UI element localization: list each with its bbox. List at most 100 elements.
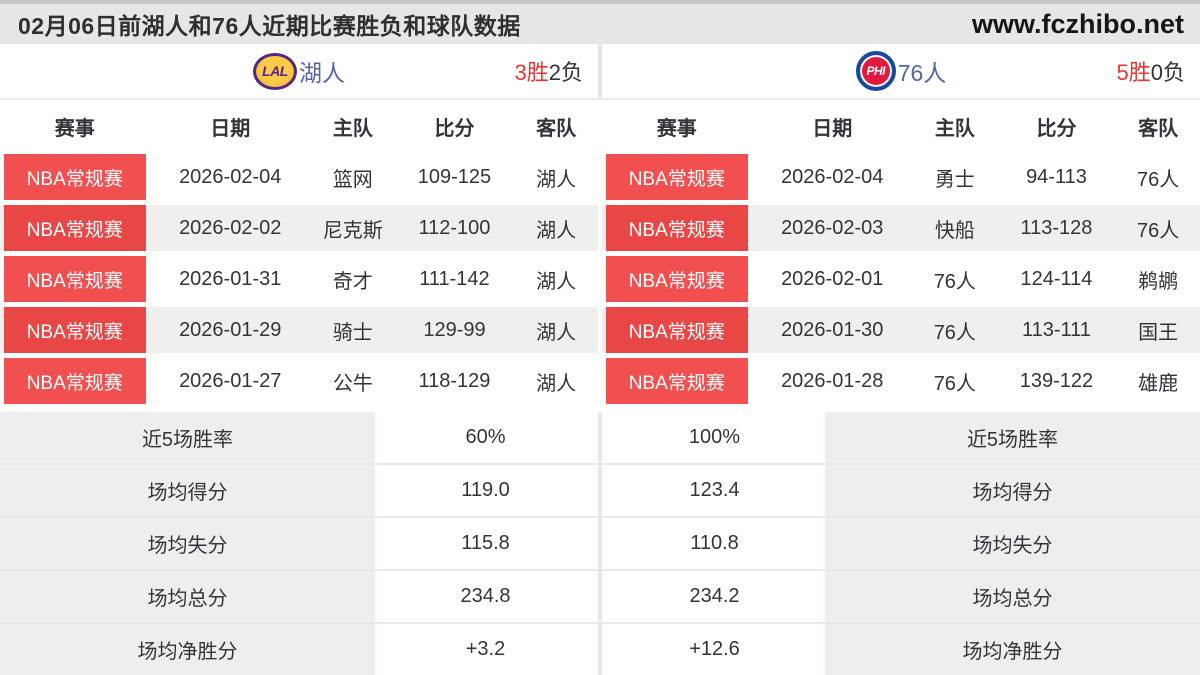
match-score: 129-99 — [423, 318, 486, 341]
match-date: 2026-01-27 — [179, 369, 282, 392]
sixers-match-table: NBA常规赛 2026-02-04 勇士 94-113 76人 NBA常规赛 2… — [602, 154, 1200, 409]
away-team: 76人 — [1137, 168, 1180, 191]
col-header-league: 赛事 — [656, 117, 697, 140]
stat-row-points-allowed: 场均失分 115.8 110.8 场均失分 — [0, 516, 1200, 569]
page-title: 02月06日前湖人和76人近期比赛胜负和球队数据 — [18, 13, 521, 39]
col-header-league: 赛事 — [54, 117, 95, 140]
column-headers-right: 赛事 日期 主队 比分 客队 — [602, 100, 1200, 152]
home-team: 快船 — [934, 219, 975, 242]
league-badge: NBA常规赛 — [4, 358, 146, 404]
losses-count: 0负 — [1150, 60, 1185, 85]
center-divider — [598, 100, 602, 152]
match-score: 113-111 — [1021, 318, 1091, 341]
match-tables: NBA常规赛 2026-02-04 篮网 109-125 湖人 NBA常规赛 2… — [0, 152, 1200, 409]
home-team: 篮网 — [332, 168, 373, 191]
home-team: 76人 — [933, 321, 976, 344]
stat-value-lakers: 234.8 — [375, 571, 596, 622]
stat-row-win-rate: 近5场胜率 60% 100% 近5场胜率 — [0, 412, 1200, 463]
stat-value-lakers: 60% — [375, 412, 596, 463]
match-score: 112-100 — [418, 216, 491, 239]
col-header-home: 主队 — [934, 117, 975, 140]
match-score: 139-122 — [1019, 369, 1094, 392]
center-divider — [598, 624, 602, 675]
away-team: 湖人 — [536, 168, 577, 191]
home-team: 尼克斯 — [322, 219, 383, 242]
col-header-score: 比分 — [434, 117, 475, 140]
team-identity: LAL 湖人 — [253, 52, 345, 90]
home-team: 76人 — [933, 270, 976, 293]
away-team: 湖人 — [536, 372, 577, 395]
column-headers-left: 赛事 日期 主队 比分 客队 — [0, 100, 598, 152]
away-team: 湖人 — [536, 270, 577, 293]
stat-value-lakers: +3.2 — [375, 624, 596, 675]
league-badge: NBA常规赛 — [606, 358, 748, 404]
table-row: NBA常规赛 2026-01-29 骑士 129-99 湖人 — [0, 307, 598, 353]
league-badge: NBA常规赛 — [606, 307, 748, 353]
sixers-logo-icon: PHI — [855, 51, 896, 91]
stat-label: 场均净胜分 — [0, 624, 375, 675]
stat-label: 场均失分 — [0, 518, 375, 569]
table-row: NBA常规赛 2026-01-30 76人 113-111 国王 — [602, 307, 1200, 353]
stat-row-total-points: 场均总分 234.8 234.2 场均总分 — [0, 569, 1200, 622]
stat-label: 场均得分 — [0, 465, 375, 516]
team-header-lakers: LAL 湖人 3胜2负 — [0, 44, 598, 98]
table-row: NBA常规赛 2026-02-03 快船 113-128 76人 — [602, 205, 1200, 251]
away-team: 国王 — [1138, 321, 1179, 344]
away-team: 湖人 — [536, 219, 577, 242]
home-team: 奇才 — [332, 270, 373, 293]
match-score: 94-113 — [1026, 165, 1087, 188]
match-score: 118-129 — [418, 369, 491, 392]
stat-value-sixers: +12.6 — [604, 624, 825, 675]
column-header-row: 赛事 日期 主队 比分 客队 赛事 日期 主队 比分 客队 — [0, 100, 1200, 152]
team-name: 湖人 — [299, 60, 345, 86]
match-date: 2026-02-04 — [781, 165, 884, 188]
stat-value-lakers: 119.0 — [375, 465, 596, 516]
away-team: 雄鹿 — [1138, 372, 1179, 395]
league-badge: NBA常规赛 — [606, 154, 748, 200]
league-badge: NBA常规赛 — [4, 256, 146, 302]
match-date: 2026-01-31 — [179, 267, 282, 290]
site-watermark: www.fczhibo.net — [972, 8, 1184, 39]
stat-label: 场均得分 — [825, 465, 1200, 516]
match-date: 2026-01-28 — [781, 369, 884, 392]
stat-label: 近5场胜率 — [825, 412, 1200, 463]
team-name: 76人 — [897, 60, 947, 86]
table-row: NBA常规赛 2026-02-02 尼克斯 112-100 湖人 — [0, 205, 598, 251]
col-header-date: 日期 — [210, 117, 251, 140]
wins-count: 3胜 — [514, 60, 549, 85]
stat-label: 场均总分 — [0, 571, 375, 622]
col-header-score: 比分 — [1036, 117, 1077, 140]
league-badge: NBA常规赛 — [4, 205, 146, 251]
table-row: NBA常规赛 2026-01-31 奇才 111-142 湖人 — [0, 256, 598, 302]
lakers-logo-icon: LAL — [253, 52, 297, 90]
center-divider — [598, 571, 602, 622]
stat-value-sixers: 100% — [604, 412, 825, 463]
center-divider — [598, 412, 602, 463]
lakers-match-table: NBA常规赛 2026-02-04 篮网 109-125 湖人 NBA常规赛 2… — [0, 154, 598, 409]
center-divider — [598, 518, 602, 569]
table-row: NBA常规赛 2026-02-04 勇士 94-113 76人 — [602, 154, 1200, 200]
home-team: 76人 — [933, 372, 976, 395]
match-date: 2026-02-01 — [781, 267, 884, 290]
match-date: 2026-01-29 — [179, 318, 282, 341]
league-badge: NBA常规赛 — [4, 307, 146, 353]
match-date: 2026-02-04 — [179, 165, 282, 188]
stat-row-point-diff: 场均净胜分 +3.2 +12.6 场均净胜分 — [0, 622, 1200, 675]
stat-label: 场均失分 — [825, 518, 1200, 569]
league-badge: NBA常规赛 — [4, 154, 146, 200]
col-header-date: 日期 — [812, 117, 853, 140]
stat-row-points-scored: 场均得分 119.0 123.4 场均得分 — [0, 463, 1200, 516]
match-date: 2026-02-02 — [179, 216, 282, 239]
match-score: 113-128 — [1020, 216, 1093, 239]
league-badge: NBA常规赛 — [606, 205, 748, 251]
table-row: NBA常规赛 2026-02-04 篮网 109-125 湖人 — [0, 154, 598, 200]
stat-value-sixers: 234.2 — [604, 571, 825, 622]
away-team: 鹈鹕 — [1138, 270, 1179, 293]
losses-count: 2负 — [548, 60, 583, 85]
stat-value-sixers: 110.8 — [604, 518, 825, 569]
table-row: NBA常规赛 2026-01-28 76人 139-122 雄鹿 — [602, 358, 1200, 404]
match-score: 109-125 — [417, 165, 492, 188]
match-score: 111-142 — [419, 267, 490, 290]
team-header-sixers: PHI 76人 5胜0负 — [602, 44, 1200, 98]
